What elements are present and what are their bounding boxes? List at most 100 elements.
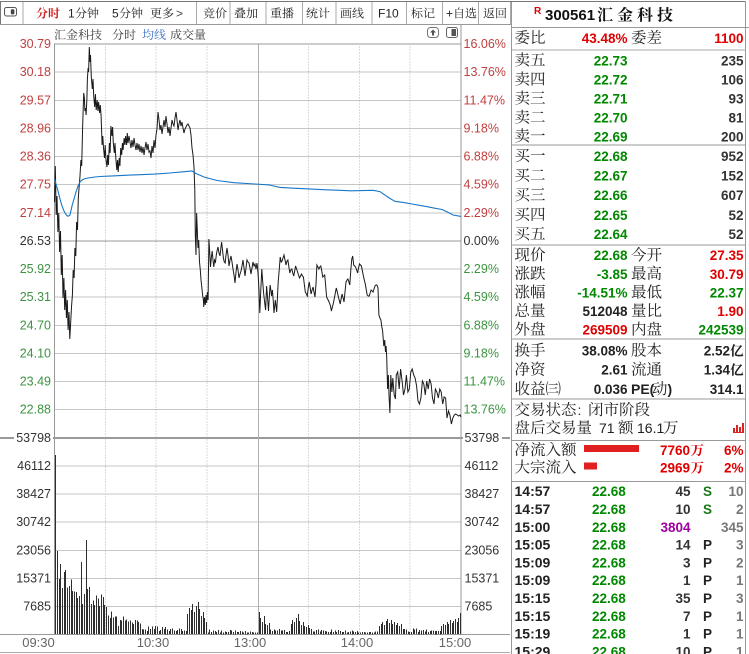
svg-text:22.65: 22.65 (594, 208, 628, 223)
svg-text:15:15: 15:15 (515, 590, 551, 606)
svg-text:607: 607 (721, 188, 744, 203)
svg-text:22.68: 22.68 (592, 520, 626, 535)
svg-text:25.92: 25.92 (20, 262, 51, 276)
svg-text:26.53: 26.53 (20, 234, 51, 248)
svg-text:22.37: 22.37 (710, 285, 744, 300)
svg-text:314.1: 314.1 (710, 382, 744, 397)
svg-text:15:29: 15:29 (515, 643, 551, 654)
svg-text:6%: 6% (724, 443, 744, 458)
svg-text:38427: 38427 (465, 487, 500, 501)
svg-text:15:00: 15:00 (515, 519, 551, 535)
svg-text:3804: 3804 (660, 520, 691, 535)
svg-text:7685: 7685 (23, 600, 51, 614)
svg-text:15371: 15371 (16, 571, 51, 585)
svg-text:): ) (668, 381, 673, 397)
svg-text:-14.51%: -14.51% (577, 285, 627, 300)
svg-text:27.75: 27.75 (20, 178, 51, 192)
svg-text:6.88%: 6.88% (464, 318, 499, 332)
svg-text:15:19: 15:19 (515, 626, 551, 642)
svg-text:13:00: 13:00 (234, 635, 267, 650)
svg-text:F10: F10 (378, 7, 399, 21)
svg-text:235: 235 (721, 53, 744, 68)
svg-text:22.70: 22.70 (594, 111, 628, 126)
svg-text:30742: 30742 (16, 515, 51, 529)
svg-text:R: R (534, 6, 542, 17)
svg-text:11.47%: 11.47% (464, 375, 505, 389)
svg-text:269509: 269509 (582, 323, 627, 338)
svg-text:3: 3 (736, 591, 744, 606)
svg-text:30.79: 30.79 (710, 267, 744, 282)
svg-text:7: 7 (683, 609, 691, 624)
svg-text:81: 81 (728, 111, 744, 126)
svg-text:22.68: 22.68 (594, 149, 628, 164)
svg-text:13.76%: 13.76% (464, 65, 506, 79)
svg-text:24.10: 24.10 (20, 346, 51, 360)
svg-text:952: 952 (721, 149, 744, 164)
svg-text:22.68: 22.68 (592, 555, 626, 570)
svg-text:P: P (703, 609, 712, 624)
svg-text:27.14: 27.14 (20, 206, 51, 220)
svg-text:25.31: 25.31 (20, 290, 51, 304)
svg-text:15:00: 15:00 (439, 635, 472, 650)
svg-text:45: 45 (675, 484, 691, 499)
svg-text:242539: 242539 (698, 323, 743, 338)
svg-text:1.34: 1.34 (704, 363, 731, 378)
svg-text:15371: 15371 (465, 571, 500, 585)
svg-text:71: 71 (599, 420, 615, 436)
svg-text:22.68: 22.68 (592, 591, 626, 606)
svg-text:52: 52 (728, 208, 743, 223)
svg-text:2969: 2969 (660, 461, 690, 476)
svg-text:152: 152 (721, 169, 744, 184)
svg-text:P: P (703, 591, 712, 606)
svg-text:9.18%: 9.18% (464, 346, 499, 360)
svg-text:22.68: 22.68 (592, 609, 626, 624)
svg-text:6.88%: 6.88% (464, 150, 499, 164)
svg-text:22.68: 22.68 (594, 248, 628, 263)
svg-text:P: P (703, 555, 712, 570)
svg-text:13.76%: 13.76% (464, 403, 506, 417)
svg-text:5: 5 (112, 7, 119, 21)
svg-text:10:30: 10:30 (137, 635, 170, 650)
svg-text:P: P (703, 644, 712, 654)
svg-text:+: + (446, 7, 453, 21)
svg-text:1.90: 1.90 (717, 304, 743, 319)
svg-text:PE(: PE( (631, 381, 655, 397)
svg-text:15:09: 15:09 (515, 572, 551, 588)
svg-text:23056: 23056 (16, 543, 51, 557)
svg-text:29.57: 29.57 (20, 93, 51, 107)
svg-text:S: S (703, 484, 712, 499)
svg-text:22.69: 22.69 (594, 129, 628, 144)
svg-text:22.67: 22.67 (594, 169, 628, 184)
svg-text:93: 93 (728, 92, 744, 107)
svg-text:>: > (176, 7, 183, 21)
svg-text:7685: 7685 (465, 600, 493, 614)
svg-text:46112: 46112 (17, 459, 51, 473)
svg-text:30.79: 30.79 (20, 37, 51, 51)
svg-text:1: 1 (736, 627, 744, 642)
svg-text:200: 200 (721, 129, 744, 144)
svg-text:22.71: 22.71 (594, 92, 628, 107)
svg-text:23.49: 23.49 (20, 375, 51, 389)
svg-text:43.48%: 43.48% (582, 31, 628, 46)
svg-text:2%: 2% (724, 461, 744, 476)
svg-text:16.1: 16.1 (637, 420, 664, 436)
svg-text:14: 14 (675, 538, 691, 553)
svg-text:11.47%: 11.47% (464, 93, 505, 107)
svg-text:2.29%: 2.29% (464, 206, 499, 220)
svg-text:10: 10 (728, 484, 743, 499)
svg-text:28.96: 28.96 (20, 121, 51, 135)
svg-text:15:05: 15:05 (515, 537, 551, 553)
svg-text:15:15: 15:15 (515, 608, 551, 624)
svg-text:P: P (703, 573, 712, 588)
svg-text:46112: 46112 (465, 459, 499, 473)
svg-text:22.88: 22.88 (20, 403, 51, 417)
svg-text:4.59%: 4.59% (464, 290, 499, 304)
svg-text:14:57: 14:57 (515, 483, 551, 499)
svg-text:24.70: 24.70 (20, 318, 51, 332)
svg-text:1: 1 (68, 7, 75, 21)
svg-text:22.68: 22.68 (592, 573, 626, 588)
svg-text:1: 1 (736, 644, 744, 654)
svg-text:1: 1 (736, 609, 744, 624)
svg-text:4.59%: 4.59% (464, 178, 499, 192)
svg-text:22.68: 22.68 (592, 538, 626, 553)
